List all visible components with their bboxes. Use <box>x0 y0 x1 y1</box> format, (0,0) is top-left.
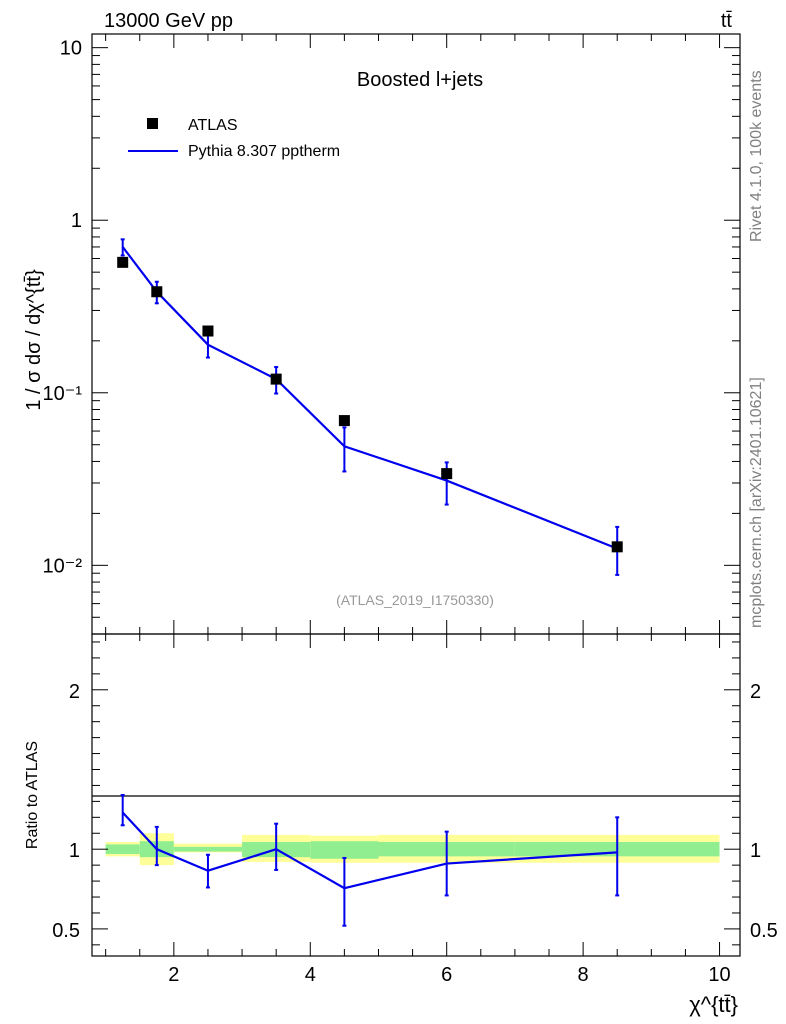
legend-marker-atlas <box>147 118 158 129</box>
main-points <box>117 256 623 553</box>
rivet-label: Rivet 4.1.0, 100k events <box>748 70 765 242</box>
legend-label-pythia: Pythia 8.307 pptherm <box>188 143 340 160</box>
legend-label-atlas: ATLAS <box>188 117 238 134</box>
stat-uncertainty-band <box>105 844 140 854</box>
pythia-line <box>121 246 618 550</box>
mcplots-label: mcplots.cern.ch [arXiv:2401.10621] <box>748 377 765 628</box>
main-lines <box>120 238 620 576</box>
chart-title: Boosted l+jets <box>357 69 483 91</box>
ratio-frame <box>91 633 741 957</box>
main-y-tick-label: 10⁻² <box>43 555 83 577</box>
atlas-data-point <box>611 541 623 553</box>
atlas-data-point <box>338 415 350 427</box>
stat-uncertainty-band <box>310 841 379 859</box>
atlas-data-point <box>117 256 129 268</box>
analysis-label: (ATLAS_2019_I1750330) <box>336 592 494 608</box>
atlas-data-point <box>270 373 282 385</box>
stat-uncertainty-band <box>173 846 243 852</box>
ratio-bands <box>105 833 720 866</box>
x-tick-label: 4 <box>305 964 316 986</box>
ratio-y-title: Ratio to ATLAS <box>24 741 41 849</box>
ratio-y-tick-label-right: 0.5 <box>750 920 778 942</box>
energy-label: 13000 GeV pp <box>104 10 233 32</box>
atlas-data-point <box>202 325 214 337</box>
x-tick-label: 8 <box>578 964 589 986</box>
main-y-tick-label: 10 <box>60 38 82 60</box>
ratio-lines <box>120 794 620 927</box>
main-ticks: 10 1 10⁻¹ 10⁻² <box>43 34 740 635</box>
ratio-y-tick-label-right: 2 <box>750 681 761 703</box>
main-panel: 10 1 10⁻¹ 10⁻² Boosted l+jets (ATLAS_2019_I… <box>23 33 741 635</box>
ratio-y-tick-label-left: 0.5 <box>52 920 80 942</box>
x-tick-label: 2 <box>168 964 179 986</box>
ratio-y-axis-title: Ratio to ATLAS <box>24 741 41 849</box>
main-y-tick-label: 10⁻¹ <box>43 383 83 405</box>
x-tick-label: 10 <box>708 964 730 986</box>
process-label: tt̄ <box>721 10 733 32</box>
legend: ATLAS Pythia 8.307 pptherm <box>128 117 340 160</box>
ratio-panel: 2 2 1 1 0.5 0.5 2 4 6 8 10 Ratio to ATLAS χ^{tt̄} <box>24 633 778 1017</box>
atlas-data-point <box>151 286 163 298</box>
ratio-y-tick-label-right: 1 <box>750 840 761 862</box>
x-axis-title: χ^{tt̄} <box>689 992 738 1017</box>
x-tick-label: 6 <box>441 964 452 986</box>
ratio-y-tick-label-left: 2 <box>69 681 80 703</box>
main-y-title: 1 / σ dσ / dχ^{tt̄} <box>23 269 45 411</box>
ratio-y-tick-label-left: 1 <box>69 840 80 862</box>
main-y-axis-title: 1 / σ dσ / dχ^{tt̄} <box>23 269 45 411</box>
ratio-ticks: 2 2 1 1 0.5 0.5 2 4 6 8 10 <box>52 634 778 986</box>
atlas-data-point <box>441 468 453 480</box>
main-y-tick-label: 1 <box>71 210 82 232</box>
